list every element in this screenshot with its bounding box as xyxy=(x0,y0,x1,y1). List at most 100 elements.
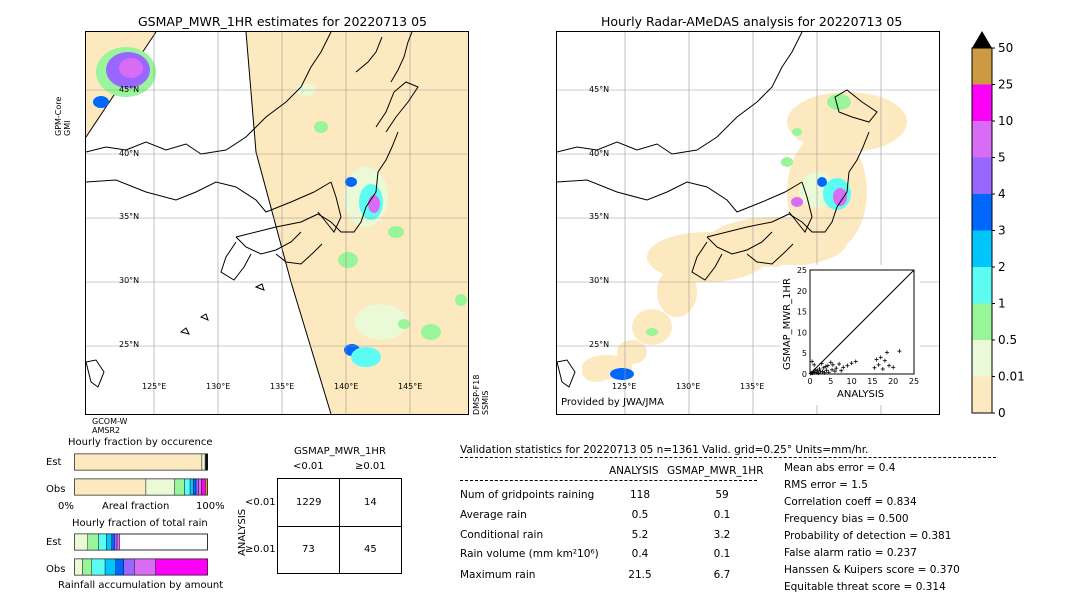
scatter-point xyxy=(853,359,858,364)
left-lat-35: 35°N xyxy=(119,212,140,221)
scatter-xtick: 5 xyxy=(828,377,833,386)
stat-gsmap-1: 0.1 xyxy=(713,509,731,521)
scatter-point xyxy=(884,350,889,355)
left-lon-130: 130°E xyxy=(206,382,231,391)
occurence-title: Hourly fraction by occurence xyxy=(68,437,213,448)
scatter-point xyxy=(825,363,830,368)
right-map-canvas xyxy=(557,32,939,414)
stat-label-4: Maximum rain xyxy=(460,569,536,581)
scatter-point xyxy=(897,349,902,354)
scatter-point xyxy=(830,367,835,372)
bar-segment-obs xyxy=(91,558,106,576)
scatter-xtick: 25 xyxy=(909,377,919,386)
validation-col-analysis: ANALYSIS xyxy=(609,465,659,477)
contingency-cell-00: 1229 xyxy=(296,497,322,508)
right-lon-130: 130°E xyxy=(676,382,701,391)
scatter-point xyxy=(832,369,837,374)
bar-segment-obs xyxy=(115,558,124,576)
scatter-xtick: 20 xyxy=(888,377,898,386)
stat-analysis-4: 21.5 xyxy=(628,569,652,581)
left-map-title: GSMAP_MWR_1HR estimates for 20220713 05 xyxy=(138,14,427,29)
sensor-left-line1: GPM-Core xyxy=(54,96,63,136)
totalrain-title: Hourly fraction of total rain xyxy=(72,518,208,529)
stat-analysis-1: 0.5 xyxy=(631,509,649,521)
bar-segment-obs xyxy=(174,478,185,496)
colorbar-label: 25 xyxy=(998,78,1013,92)
scatter-xtick: 0 xyxy=(807,377,812,386)
scatter-point xyxy=(834,366,839,371)
sensor-left-label: GPM-Core GMI xyxy=(54,97,72,136)
scatter-ytick: 15 xyxy=(797,308,807,317)
right-lon-125: 125°E xyxy=(612,382,637,391)
colorbar-label: 3 xyxy=(998,224,1006,238)
bar-segment-obs xyxy=(189,478,194,496)
stat-label-0: Num of gridpoints raining xyxy=(460,489,595,501)
colorbar-label: 10 xyxy=(998,114,1013,128)
colorbar-segment xyxy=(972,84,992,121)
scatter-point xyxy=(826,370,831,375)
scatter-point xyxy=(822,370,827,375)
score-5: False alarm ratio = 0.237 xyxy=(784,547,917,559)
right-lat-25: 25°N xyxy=(589,340,610,349)
scatter-point xyxy=(824,368,829,373)
occurence-obs-label: Obs xyxy=(46,484,66,495)
bar-segment-est xyxy=(98,533,107,551)
colorbar-segment xyxy=(972,267,992,304)
contingency-row-1: ≥0.01 xyxy=(245,544,276,555)
scatter-point xyxy=(887,363,892,368)
bar-segment-obs xyxy=(74,478,147,496)
occurence-xlabel: Areal fraction xyxy=(102,501,170,512)
bar-segment-obs xyxy=(123,558,135,576)
left-lat-40: 40°N xyxy=(119,149,140,158)
sensor-right-line1: DMSP-F18 xyxy=(472,374,481,415)
bar-segment-obs xyxy=(201,478,206,496)
totalrain-est-label: Est xyxy=(46,537,62,548)
colorbar-segment xyxy=(972,303,992,340)
scatter-xlabel: ANALYSIS xyxy=(837,389,885,400)
colorbar: 0 0.01 0.5 1 2 3 4 5 10 25 50 xyxy=(971,31,1025,418)
bar-segment-obs xyxy=(184,478,191,496)
scatter-ytick: 20 xyxy=(797,287,807,296)
bar-segment-est xyxy=(116,533,120,551)
colorbar-label: 50 xyxy=(998,41,1013,55)
scatter-point xyxy=(816,371,821,376)
scatter-point xyxy=(882,358,887,363)
colorbar-label: 4 xyxy=(998,187,1006,201)
colorbar-label: 0.5 xyxy=(998,333,1017,347)
bar-segment-obs xyxy=(74,558,83,576)
bar-segment-obs xyxy=(145,478,175,496)
scatter-point xyxy=(837,362,842,367)
colorbar-segment xyxy=(972,48,992,85)
colorbar-segment xyxy=(972,157,992,194)
colorbar-segment xyxy=(972,376,992,413)
scatter-point xyxy=(811,369,816,374)
scatter-ylabel: GSMAP_MWR_1HR xyxy=(782,278,793,370)
scatter-point xyxy=(830,362,835,367)
scatter-diagonal xyxy=(809,269,915,375)
bar-segment-obs xyxy=(195,478,199,496)
scatter-point xyxy=(841,365,846,370)
left-lat-45: 45°N xyxy=(119,85,140,94)
left-map xyxy=(85,31,469,415)
right-map-title: Hourly Radar-AMeDAS analysis for 2022071… xyxy=(601,14,903,29)
occurence-bars xyxy=(74,453,208,496)
scatter-point xyxy=(820,369,825,374)
stat-analysis-2: 5.2 xyxy=(631,529,649,541)
occurence-tick-0: 0% xyxy=(58,501,74,512)
contingency-title: GSMAP_MWR_1HR xyxy=(294,446,386,457)
bar-segment-obs xyxy=(198,478,202,496)
contingency-cell-10: 73 xyxy=(302,544,315,555)
stat-label-2: Conditional rain xyxy=(460,529,544,541)
right-lat-40: 40°N xyxy=(589,149,610,158)
scatter-point xyxy=(891,365,896,370)
totalrain-xlabel: Rainfall accumulation by amount xyxy=(58,580,224,591)
stat-gsmap-3: 0.1 xyxy=(713,548,731,560)
scatter-ytick: 25 xyxy=(797,266,807,275)
scatter-point xyxy=(819,361,824,366)
scatter-point xyxy=(817,367,822,372)
stat-gsmap-0: 59 xyxy=(715,489,729,501)
scatter-point xyxy=(845,363,850,368)
left-lon-135: 135°E xyxy=(270,382,295,391)
scatter-point xyxy=(823,364,828,369)
validation-header: Validation statistics for 20220713 05 n=… xyxy=(460,444,869,456)
